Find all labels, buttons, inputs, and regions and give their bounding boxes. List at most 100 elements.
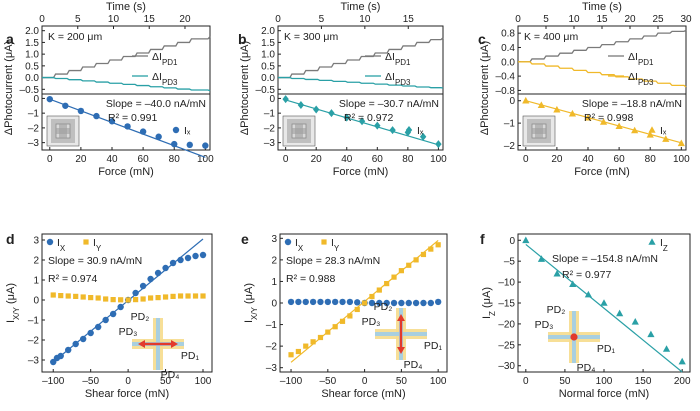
y-tick-label: 1.0 xyxy=(25,50,39,61)
legend-label: ΔIPD1 xyxy=(628,51,654,67)
y-tick-label: 0 xyxy=(509,236,515,247)
y-tick-label: 0.5 xyxy=(261,61,275,72)
time-tick-label: 5 xyxy=(75,14,81,25)
y-tick-label: 2.0 xyxy=(25,26,39,37)
sensor-photo-bar xyxy=(292,128,306,134)
data-point xyxy=(139,128,147,135)
data-point xyxy=(405,126,413,134)
data-point xyxy=(88,295,94,301)
data-point xyxy=(434,298,442,306)
data-point xyxy=(398,299,405,307)
time-tick-label: 20 xyxy=(624,14,636,25)
data-point xyxy=(83,239,89,245)
force-axis-label: Force (mN) xyxy=(98,166,154,178)
y-tick-label: 2.0 xyxy=(261,26,275,37)
data-point xyxy=(648,126,656,133)
data-point xyxy=(435,140,442,149)
scatter-legend-label: Iₓ xyxy=(660,125,667,137)
r2-annotation: R² = 0.977 xyxy=(562,269,611,281)
series-line xyxy=(42,76,211,92)
time-tick-label: 0 xyxy=(39,14,45,25)
y-tick-label: 0.0 xyxy=(25,73,39,84)
slope-annotation: Slope = 28.3 nA/mN xyxy=(286,255,380,267)
data-point xyxy=(288,352,294,358)
data-point xyxy=(110,297,116,303)
legend-label: ΔIPD3 xyxy=(152,71,178,87)
legend-label: ΔIPD1 xyxy=(152,51,178,67)
x-tick-label: 20 xyxy=(311,154,323,165)
y-axis-label: IX/Y (μA) xyxy=(5,283,21,323)
data-point xyxy=(343,113,350,122)
x-tick-label: –100 xyxy=(280,376,303,387)
panel-letter: a xyxy=(6,31,14,47)
pd3-label: PD₃ xyxy=(362,316,381,328)
y-axis-label: IX/Y (μA) xyxy=(243,283,259,323)
pd4-label: PD₄ xyxy=(404,359,423,371)
panel-e: e –100 –50 0 50 100 –3 –2 –1 0 1 2 3 Shear force (mN)… xyxy=(241,231,448,400)
x-tick-label: 80 xyxy=(169,154,181,165)
pd3-label: PD₃ xyxy=(119,326,138,338)
data-point xyxy=(317,334,324,341)
data-point xyxy=(177,256,184,264)
data-point xyxy=(553,105,561,113)
y-tick-label: 0 xyxy=(509,96,515,107)
y-tick-label: –30 xyxy=(498,361,515,372)
data-point xyxy=(321,239,327,245)
data-point xyxy=(202,142,209,149)
x-tick-label: 50 xyxy=(160,376,172,387)
data-point xyxy=(413,257,419,263)
k-annotation: K = 200 μm xyxy=(48,31,102,43)
data-point xyxy=(616,309,624,317)
data-point xyxy=(328,109,335,118)
time-axis-label: Time (s) xyxy=(582,1,622,13)
data-point xyxy=(57,352,64,360)
y-tick-label: 3 xyxy=(33,236,39,247)
legend-label: ΔIPD1 xyxy=(385,51,411,67)
y-tick-label: –3 xyxy=(28,356,40,367)
data-point xyxy=(162,294,169,300)
arrowhead-right-icon xyxy=(171,340,178,348)
data-point xyxy=(50,358,57,366)
slope-annotation: Slope = –18.8 nA/mN xyxy=(582,98,682,110)
x-tick-label: 20 xyxy=(551,154,563,165)
arrowhead-up-icon xyxy=(397,314,405,321)
data-point xyxy=(312,105,320,114)
data-point xyxy=(87,329,94,337)
x-tick-label: 100 xyxy=(430,376,447,387)
pd3-label: PD₃ xyxy=(535,319,554,331)
data-point xyxy=(325,329,331,335)
data-point xyxy=(109,310,117,318)
time-tick-label: 10 xyxy=(359,14,371,25)
time-tick-label: 30 xyxy=(680,14,692,25)
scatter-legend-label: Iₓ xyxy=(184,125,191,137)
data-point xyxy=(287,298,295,306)
x-tick-label: 0 xyxy=(523,376,529,387)
normal-force-dot-icon xyxy=(570,333,578,341)
data-point xyxy=(412,299,420,307)
y-tick-label: 1 xyxy=(33,276,39,287)
x-tick-label: 40 xyxy=(341,154,353,165)
y-tick-label: 0.5 xyxy=(25,61,39,72)
x-tick-label: 40 xyxy=(106,154,118,165)
x-tick-label: 50 xyxy=(559,376,571,387)
panel-letter: f xyxy=(480,231,485,247)
data-point xyxy=(162,264,169,272)
data-point xyxy=(186,141,193,149)
data-point xyxy=(331,298,339,306)
data-point xyxy=(568,109,577,117)
legend-label: IZ xyxy=(660,237,668,253)
data-point xyxy=(133,297,139,303)
legend-label: IY xyxy=(331,237,340,253)
data-point xyxy=(282,95,289,104)
y-tick-label: –15 xyxy=(498,299,515,310)
time-tick-label: 20 xyxy=(179,14,191,25)
y-tick-label: –0.4 xyxy=(496,72,516,83)
data-point xyxy=(124,123,131,130)
x-tick-label: 150 xyxy=(635,376,652,387)
data-point xyxy=(384,280,390,287)
data-point xyxy=(648,238,656,245)
data-point xyxy=(376,287,382,293)
data-point xyxy=(303,343,309,349)
y-tick-label: 2 xyxy=(33,256,39,267)
data-point xyxy=(295,298,302,306)
